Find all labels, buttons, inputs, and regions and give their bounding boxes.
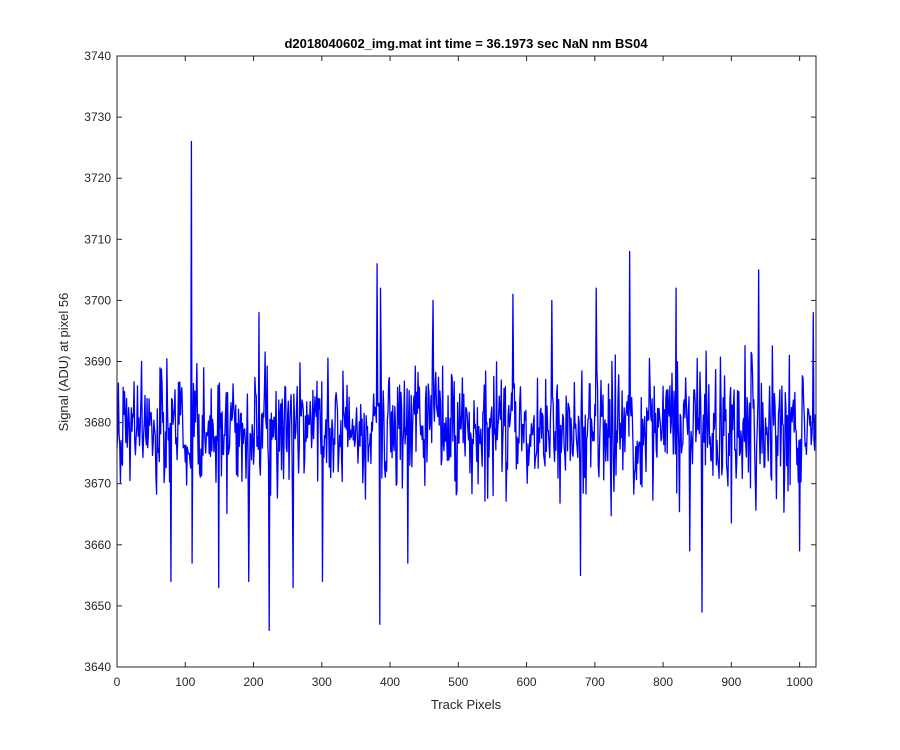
x-tick-label: 700: [585, 675, 605, 689]
x-tick-label: 0: [114, 675, 121, 689]
y-tick-label: 3640: [84, 660, 111, 674]
chart-title: d2018040602_img.mat int time = 36.1973 s…: [284, 36, 648, 51]
y-axis-label: Signal (ADU) at pixel 56: [56, 293, 71, 432]
ticks-layer: 0 100 200 300 400 500 600 700 800 900 1000 3640 3650…: [84, 49, 816, 689]
y-tick-label: 3670: [84, 477, 111, 491]
y-tick-label: 3730: [84, 110, 111, 124]
signal-series-line: [116, 140, 816, 631]
x-tick-label: 200: [244, 675, 264, 689]
x-axis-label: Track Pixels: [431, 697, 502, 712]
y-tick-label: 3680: [84, 416, 111, 430]
series-layer: [116, 140, 816, 631]
x-tick-label: 100: [175, 675, 195, 689]
x-tick-label: 300: [312, 675, 332, 689]
plot-area: [117, 56, 816, 667]
x-tick-label: 800: [653, 675, 673, 689]
y-tick-label: 3720: [84, 171, 111, 185]
x-tick-label: 400: [380, 675, 400, 689]
x-tick-label: 1000: [786, 675, 813, 689]
x-tick-label: 500: [448, 675, 468, 689]
y-tick-label: 3690: [84, 355, 111, 369]
y-tick-label: 3660: [84, 538, 111, 552]
y-tick-label: 3710: [84, 232, 111, 246]
y-tick-label: 3740: [84, 49, 111, 63]
y-tick-label: 3650: [84, 599, 111, 613]
x-tick-label: 600: [517, 675, 537, 689]
x-tick-label: 900: [721, 675, 741, 689]
y-tick-label: 3700: [84, 293, 111, 307]
